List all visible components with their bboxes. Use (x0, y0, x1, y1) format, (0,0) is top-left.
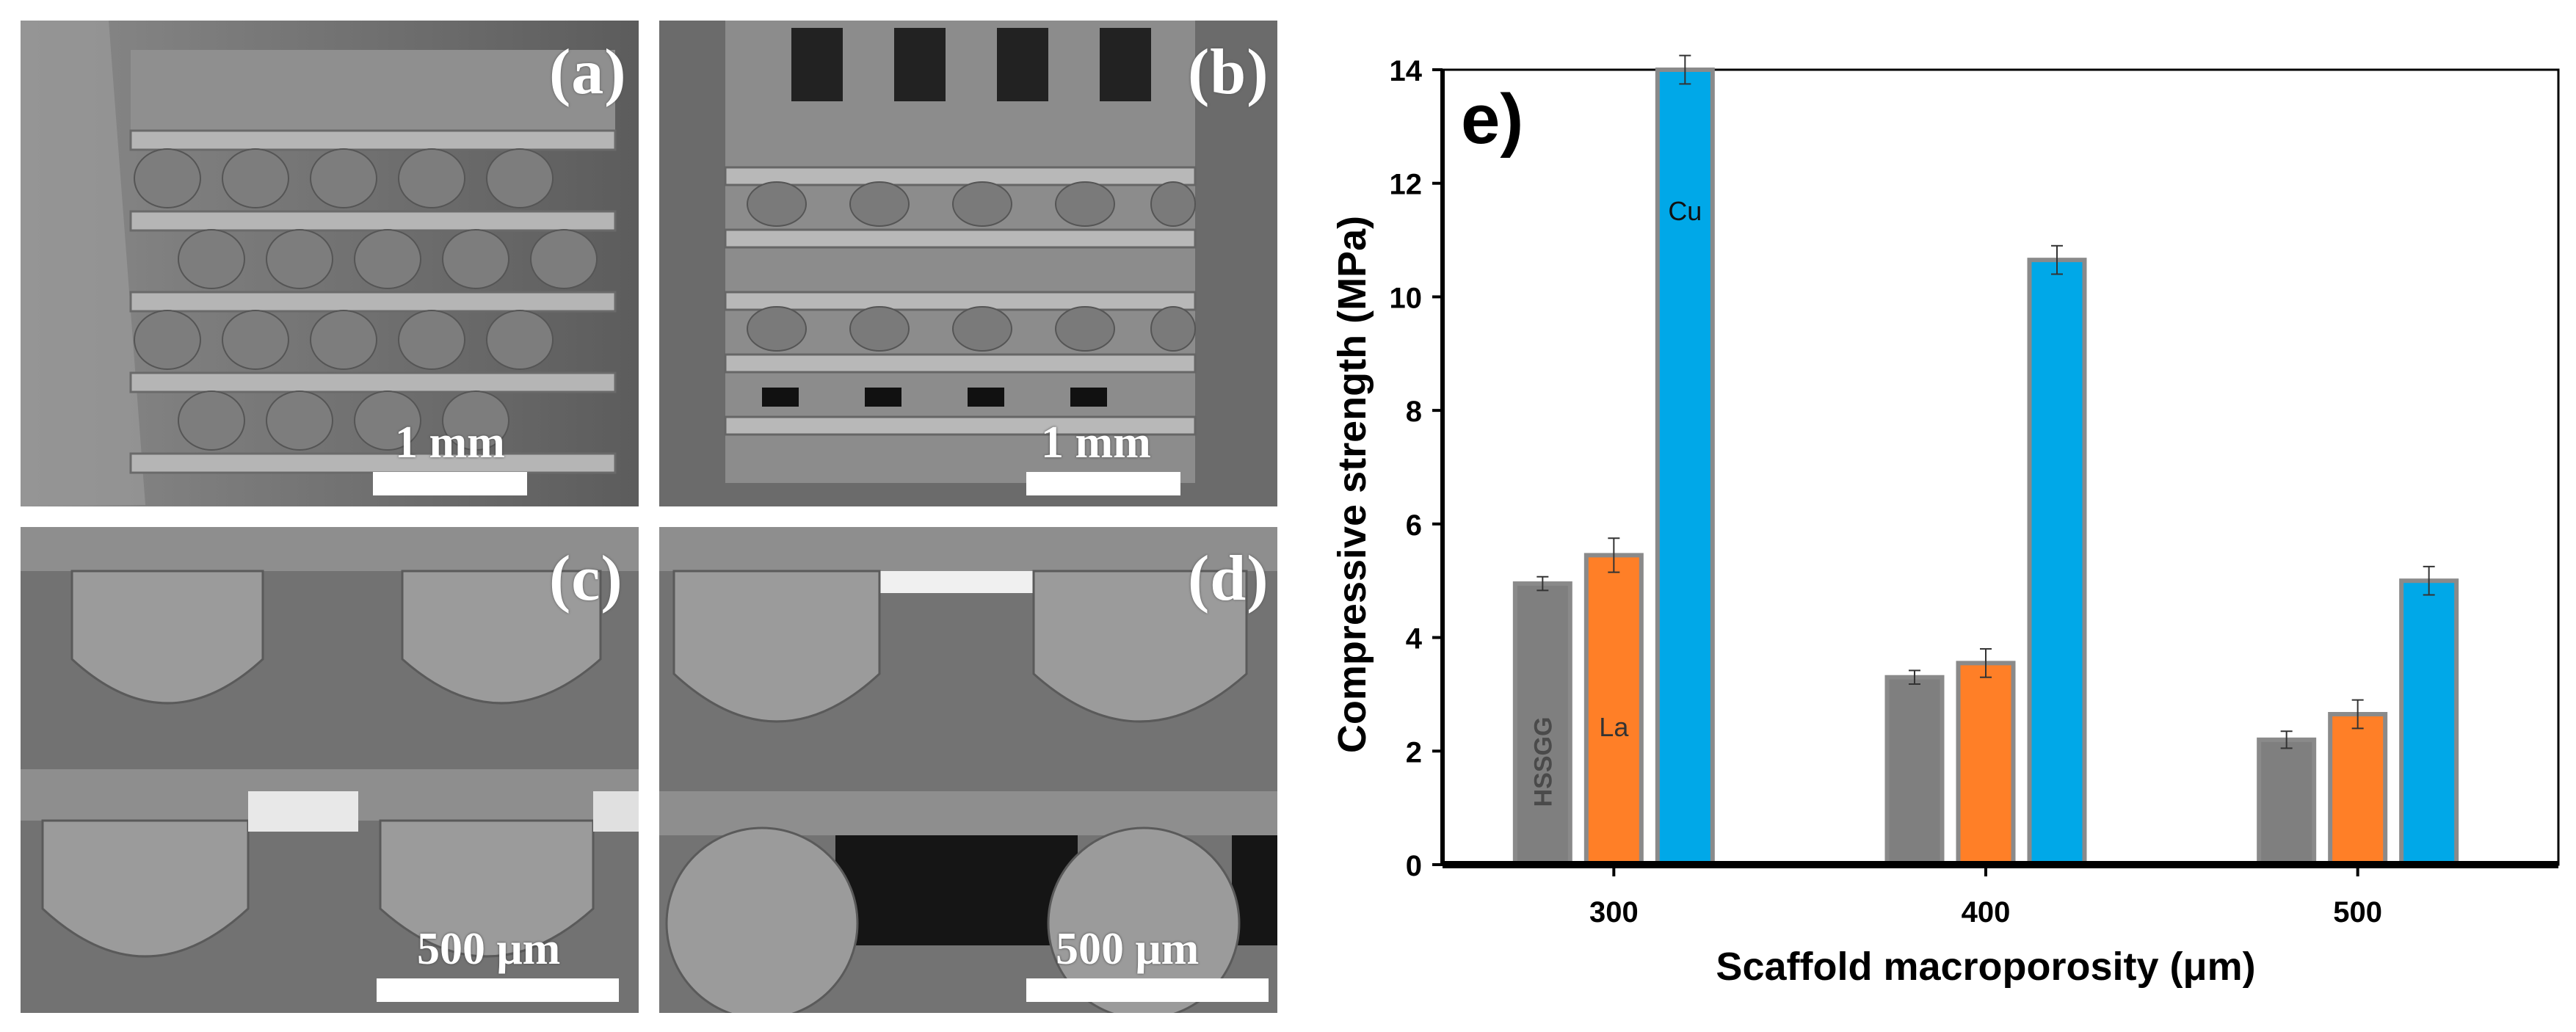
bar-hssgg-400 (1884, 675, 1945, 867)
y-axis-title: Compressive strength (MPa) (1330, 216, 1374, 753)
sem-image-a (21, 21, 639, 506)
scale-bar-b (1026, 472, 1180, 495)
sem-image-d (659, 527, 1277, 1013)
panel-label-d: (d) (1188, 543, 1269, 614)
sem-panel-a: (a) 1 mm (21, 21, 639, 506)
y-tick-label: 6 (1406, 509, 1422, 542)
x-tick-label: 300 (1589, 896, 1639, 929)
bar-cu-500 (2399, 578, 2459, 867)
scale-bar-a (373, 472, 527, 495)
series-label-cu: Cu (1668, 196, 1702, 226)
sem-image-b (659, 21, 1277, 506)
y-tick-label: 10 (1390, 282, 1423, 314)
bar-hssgg-500 (2257, 737, 2317, 867)
y-tick-label: 4 (1406, 623, 1423, 655)
sem-panel-c: (c) 500 μm (21, 527, 639, 1013)
y-tick-label: 8 (1406, 396, 1422, 428)
panel-label-a: (a) (549, 37, 627, 108)
scale-text-a: 1 mm (395, 418, 505, 468)
scale-text-d: 500 μm (1056, 924, 1200, 974)
series-label-hssgg: HSSGG (1529, 717, 1557, 807)
bar-la-500 (2328, 712, 2388, 868)
sem-panel-b: (b) 1 mm (659, 21, 1277, 506)
x-axis-title: Scaffold macroporosity (μm) (1716, 945, 2255, 989)
bar-la-400 (1956, 661, 2016, 867)
scale-text-c: 500 μm (417, 924, 561, 974)
compressive-strength-chart: 0 2 4 6 8 10 12 14 HSSGG La Cu 300 400 500 e) Compr… (1330, 54, 2560, 989)
x-tick-label: 400 (1962, 896, 2011, 929)
y-tick-label: 12 (1390, 169, 1423, 201)
bar-cu-300 (1655, 68, 1715, 867)
panel-label-e: e) (1461, 80, 1523, 159)
scale-text-b: 1 mm (1041, 418, 1151, 468)
series-label-la: La (1599, 712, 1629, 742)
scale-bar-c (377, 978, 619, 1002)
y-tick-label: 14 (1390, 55, 1423, 87)
y-tick-label: 0 (1406, 850, 1422, 882)
sem-panel-d: (d) 500 μm (659, 527, 1277, 1013)
bar-la-300 (1583, 553, 1644, 867)
x-tick-label: 500 (2333, 896, 2382, 929)
y-tick-label: 2 (1406, 736, 1422, 768)
bar-cu-400 (2027, 258, 2087, 867)
chart-panel-e: 0 2 4 6 8 10 12 14 HSSGG La Cu 300 400 500 e) Compr… (1299, 0, 2576, 1032)
panel-label-b: (b) (1188, 37, 1269, 108)
panel-label-c: (c) (549, 543, 623, 614)
sem-image-c (21, 527, 639, 1013)
scale-bar-d (1026, 978, 1269, 1002)
